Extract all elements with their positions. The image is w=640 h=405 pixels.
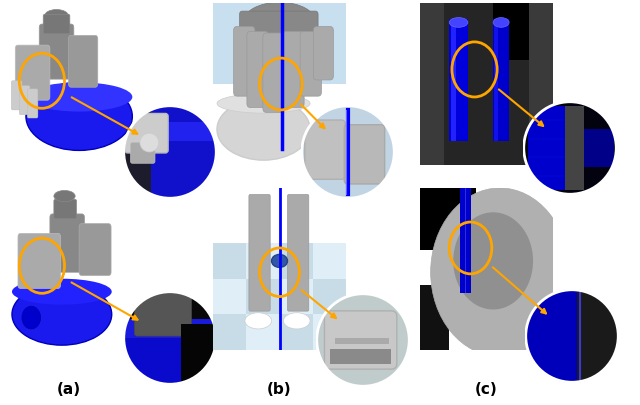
FancyBboxPatch shape: [300, 31, 321, 96]
FancyBboxPatch shape: [15, 45, 50, 100]
FancyBboxPatch shape: [234, 26, 255, 96]
FancyBboxPatch shape: [420, 285, 449, 350]
Circle shape: [123, 105, 217, 199]
FancyBboxPatch shape: [213, 3, 346, 84]
FancyBboxPatch shape: [125, 113, 168, 153]
FancyBboxPatch shape: [525, 289, 595, 383]
FancyBboxPatch shape: [280, 279, 313, 314]
FancyBboxPatch shape: [330, 350, 391, 364]
FancyBboxPatch shape: [134, 293, 191, 336]
FancyBboxPatch shape: [420, 3, 553, 165]
FancyBboxPatch shape: [50, 214, 84, 272]
FancyBboxPatch shape: [28, 89, 38, 118]
FancyBboxPatch shape: [68, 35, 98, 87]
Ellipse shape: [245, 313, 271, 329]
FancyBboxPatch shape: [460, 188, 470, 293]
FancyBboxPatch shape: [529, 3, 553, 165]
Ellipse shape: [449, 17, 468, 27]
Ellipse shape: [12, 279, 112, 305]
FancyBboxPatch shape: [239, 11, 318, 47]
Ellipse shape: [26, 82, 132, 150]
FancyBboxPatch shape: [247, 31, 268, 107]
Ellipse shape: [493, 17, 509, 27]
Ellipse shape: [243, 2, 316, 43]
FancyBboxPatch shape: [493, 19, 509, 141]
FancyBboxPatch shape: [495, 19, 499, 141]
Circle shape: [453, 212, 533, 309]
FancyBboxPatch shape: [18, 233, 61, 288]
Ellipse shape: [271, 254, 287, 267]
Circle shape: [316, 293, 410, 387]
FancyBboxPatch shape: [313, 279, 346, 314]
FancyBboxPatch shape: [283, 31, 304, 107]
Circle shape: [123, 291, 217, 385]
Ellipse shape: [217, 94, 310, 113]
FancyBboxPatch shape: [181, 324, 217, 385]
FancyBboxPatch shape: [44, 14, 70, 34]
Circle shape: [523, 101, 617, 195]
FancyBboxPatch shape: [213, 243, 246, 279]
FancyBboxPatch shape: [314, 26, 333, 80]
FancyBboxPatch shape: [151, 105, 217, 199]
FancyBboxPatch shape: [19, 85, 30, 115]
Ellipse shape: [284, 313, 310, 329]
FancyBboxPatch shape: [344, 125, 385, 184]
FancyBboxPatch shape: [528, 106, 579, 190]
FancyBboxPatch shape: [123, 324, 217, 385]
FancyBboxPatch shape: [280, 314, 313, 350]
FancyBboxPatch shape: [493, 3, 553, 60]
FancyBboxPatch shape: [420, 188, 476, 249]
FancyBboxPatch shape: [525, 289, 580, 383]
FancyBboxPatch shape: [54, 199, 77, 219]
FancyBboxPatch shape: [420, 3, 444, 165]
Circle shape: [525, 289, 619, 383]
FancyBboxPatch shape: [449, 19, 468, 141]
Circle shape: [316, 293, 410, 387]
Circle shape: [22, 306, 40, 329]
FancyBboxPatch shape: [280, 243, 313, 279]
Text: (c): (c): [475, 382, 498, 397]
FancyBboxPatch shape: [213, 314, 246, 350]
FancyBboxPatch shape: [79, 224, 111, 275]
Ellipse shape: [26, 82, 132, 111]
FancyBboxPatch shape: [313, 243, 346, 279]
FancyBboxPatch shape: [213, 279, 246, 314]
FancyBboxPatch shape: [246, 243, 280, 279]
Ellipse shape: [12, 284, 112, 345]
FancyBboxPatch shape: [39, 24, 74, 79]
FancyBboxPatch shape: [287, 194, 308, 311]
FancyBboxPatch shape: [12, 81, 22, 110]
FancyBboxPatch shape: [263, 33, 284, 112]
FancyBboxPatch shape: [305, 120, 345, 179]
FancyBboxPatch shape: [123, 319, 217, 338]
FancyBboxPatch shape: [451, 19, 456, 141]
FancyBboxPatch shape: [249, 194, 270, 311]
Circle shape: [431, 188, 569, 356]
Circle shape: [301, 105, 395, 199]
Circle shape: [140, 133, 159, 152]
FancyBboxPatch shape: [246, 279, 280, 314]
FancyBboxPatch shape: [246, 314, 280, 350]
Text: (a): (a): [56, 382, 81, 397]
FancyBboxPatch shape: [313, 314, 346, 350]
FancyBboxPatch shape: [577, 289, 619, 383]
FancyBboxPatch shape: [565, 106, 584, 190]
Ellipse shape: [217, 98, 310, 160]
FancyBboxPatch shape: [581, 129, 614, 167]
Ellipse shape: [45, 9, 68, 22]
Text: (b): (b): [267, 382, 292, 397]
Ellipse shape: [54, 190, 75, 202]
FancyBboxPatch shape: [335, 338, 389, 344]
FancyBboxPatch shape: [131, 143, 155, 163]
Circle shape: [301, 105, 395, 199]
FancyBboxPatch shape: [324, 311, 397, 369]
FancyBboxPatch shape: [151, 122, 217, 141]
